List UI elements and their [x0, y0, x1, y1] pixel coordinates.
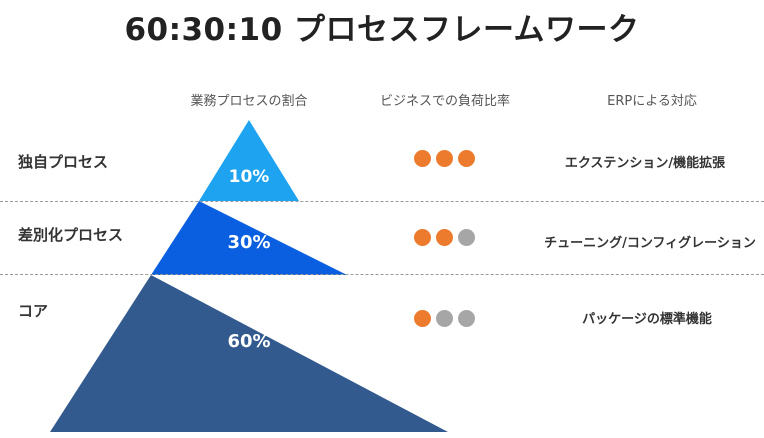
row-label-differentiated: 差別化プロセス [18, 226, 124, 244]
load-dot-empty [436, 310, 453, 327]
load-dot-filled [436, 229, 453, 246]
load-dot-filled [436, 150, 453, 167]
row-label-unique: 独自プロセス [18, 153, 109, 171]
load-dot-empty [458, 310, 475, 327]
load-indicator-differentiated [414, 229, 475, 246]
pyramid-tier-core [50, 275, 448, 432]
load-indicator-unique [414, 150, 475, 167]
pyramid-tier-differentiated [151, 201, 347, 275]
row-divider [0, 201, 764, 202]
tier-percent-differentiated: 30% [227, 232, 270, 253]
pyramid-tier-unique [199, 120, 299, 201]
load-dot-filled [414, 150, 431, 167]
row-divider [0, 274, 764, 275]
header-erp-support: ERPによる対応 [607, 94, 697, 109]
load-dot-filled [458, 150, 475, 167]
header-business-load: ビジネスでの負荷比率 [379, 94, 511, 109]
erp-support-unique: エクステンション/機能拡張 [564, 156, 726, 171]
erp-support-core: パッケージの標準機能 [582, 312, 712, 327]
erp-support-differentiated: チューニング/コンフィグレーション [544, 236, 756, 251]
tier-percent-core: 60% [227, 331, 270, 352]
load-dot-filled [414, 310, 431, 327]
tier-percent-unique: 10% [229, 167, 270, 187]
load-indicator-core [414, 310, 475, 327]
header-process-ratio: 業務プロセスの割合 [190, 94, 308, 109]
page-title: 60:30:10 プロセスフレームワーク [124, 12, 640, 48]
load-dot-empty [458, 229, 475, 246]
row-label-core: コア [18, 302, 49, 320]
load-dot-filled [414, 229, 431, 246]
